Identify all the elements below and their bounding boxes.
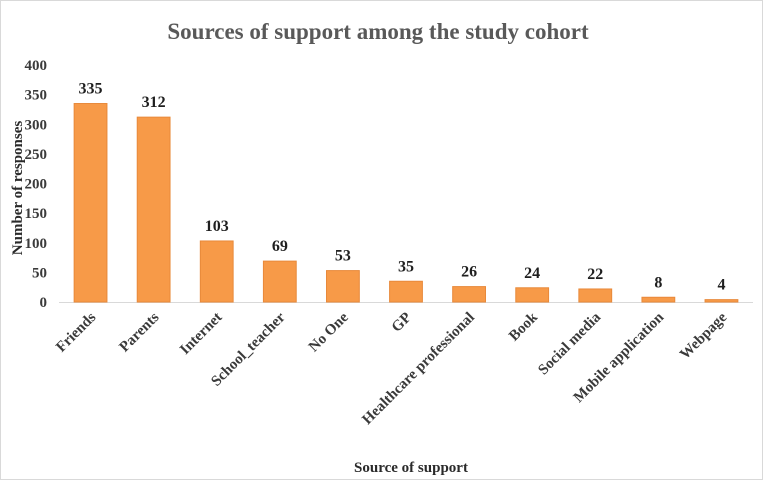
data-label: 103 — [205, 218, 229, 235]
y-tick-label: 250 — [25, 147, 48, 163]
data-label: 312 — [142, 94, 166, 111]
data-label: 53 — [335, 248, 351, 265]
y-axis-ticks: 0 50 100 150 200 250 300 350 400 — [25, 58, 48, 311]
y-tick-label: 50 — [32, 265, 47, 281]
y-tick-label: 100 — [25, 236, 48, 252]
x-tick-label: Book — [506, 309, 541, 344]
x-tick-label: Social media — [535, 309, 604, 378]
data-label: 4 — [717, 277, 725, 294]
y-tick-label: 150 — [25, 206, 48, 222]
y-tick-label: 0 — [40, 295, 48, 311]
x-tick-label: No One — [306, 309, 352, 355]
x-tick-label: GP — [389, 310, 415, 336]
data-label: 26 — [461, 264, 477, 281]
bar-parents — [136, 116, 171, 303]
bar-friends — [73, 103, 108, 303]
bar-social-media — [578, 288, 613, 303]
data-label: 22 — [587, 266, 603, 283]
y-tick-label: 400 — [25, 58, 48, 74]
bar-no-one — [326, 270, 360, 303]
y-tick-label: 300 — [25, 117, 48, 133]
bars — [73, 103, 739, 303]
bar-healthcare-professional — [452, 286, 486, 303]
x-tick-label: Internet — [177, 310, 225, 358]
bar-school-teacher — [262, 260, 297, 303]
chart-title: Sources of support among the study cohor… — [167, 19, 589, 44]
data-label: 69 — [272, 238, 288, 255]
bar-webpage — [704, 299, 739, 303]
data-label: 35 — [398, 258, 414, 275]
x-tick-label: Friends — [53, 309, 99, 355]
y-tick-label: 200 — [25, 177, 48, 193]
data-labels: 335 312 103 69 53 35 26 24 22 8 4 — [79, 81, 726, 294]
y-tick-label: 350 — [25, 88, 48, 104]
data-label: 335 — [79, 81, 103, 98]
bar-gp — [389, 280, 423, 303]
bar-mobile-application — [641, 296, 676, 303]
bar-internet — [199, 240, 234, 303]
data-label: 8 — [654, 274, 662, 291]
x-tick-label: Webpage — [677, 309, 730, 362]
data-label: 24 — [524, 265, 540, 282]
x-tick-label: Healthcare professional — [359, 310, 477, 428]
y-axis-label: Number of responses — [10, 121, 26, 256]
bar-book — [515, 287, 550, 303]
x-axis-label: Source of support — [354, 460, 468, 476]
x-tick-label: Parents — [117, 309, 163, 355]
